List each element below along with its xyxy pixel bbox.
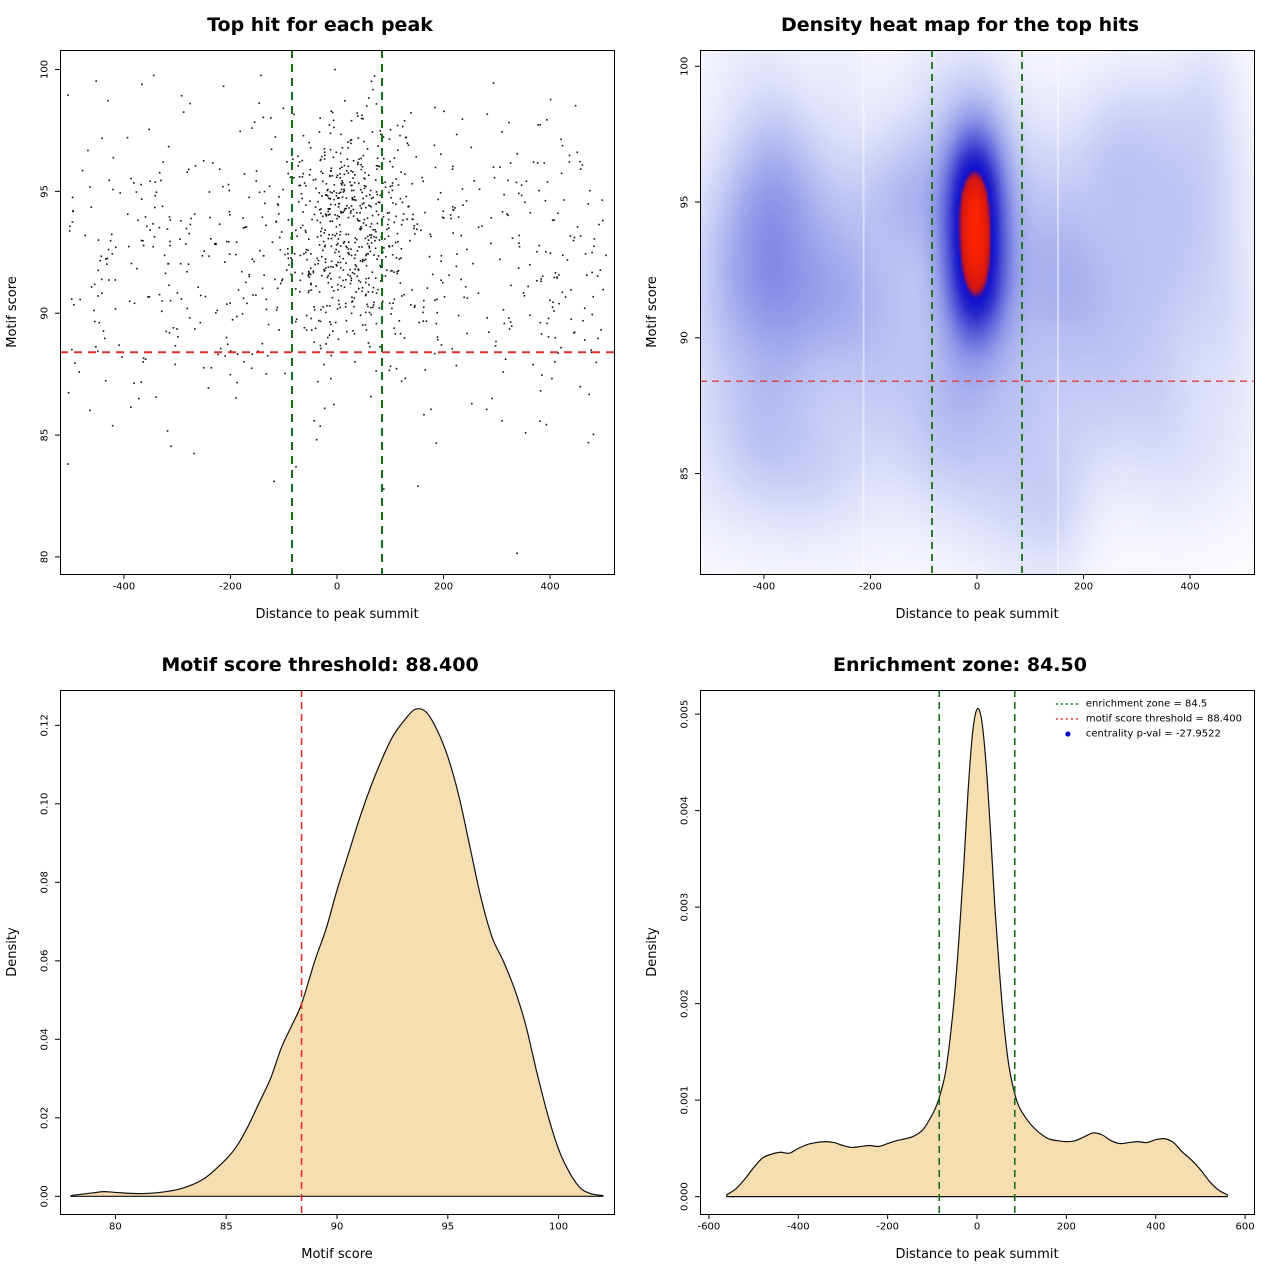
panel-motif-score-density: Motif score threshold: 88.400 [0,640,640,1280]
scatter-plot-canvas [0,38,640,638]
heatmap-canvas [640,38,1280,638]
distance-density-chart-title: Enrichment zone: 84.50 [833,654,1087,676]
panel-top-hits-scatter: Top hit for each peak [0,0,640,640]
distance-density-canvas [640,678,1280,1278]
scatter-chart-title: Top hit for each peak [207,14,433,36]
panel-density-heatmap: Density heat map for the top hits [640,0,1280,640]
panel-enrichment-zone-density: Enrichment zone: 84.50 [640,640,1280,1280]
motif-density-canvas [0,678,640,1278]
heatmap-chart-title: Density heat map for the top hits [780,14,1140,36]
motif-density-chart-title: Motif score threshold: 88.400 [161,654,479,676]
